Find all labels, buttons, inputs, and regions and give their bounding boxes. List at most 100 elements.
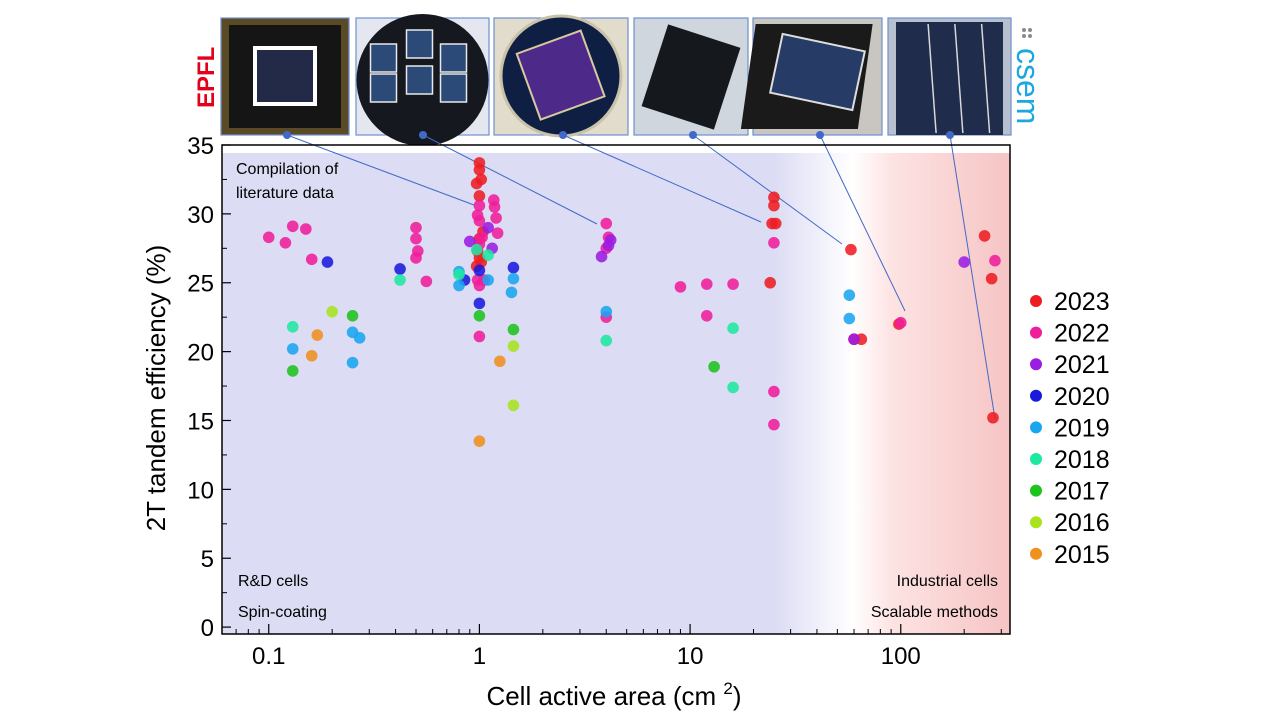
point-2023 [470,177,483,190]
point-2023 [978,230,991,242]
photo-mini-cell [405,29,434,59]
point-2022 [305,253,318,266]
point-2022 [300,223,312,235]
photo-mini-cell [439,73,468,103]
point-2022 [700,310,713,322]
point-2020 [321,256,334,268]
legend-label: 2015 [1054,541,1110,569]
compilation-note-line1: Compilation of [236,161,339,178]
point-2022 [279,237,292,249]
csem-logo: csem [1010,28,1046,124]
legend-label: 2018 [1054,446,1110,474]
industrial-cells-label: Industrial cells [897,573,998,590]
point-2015 [494,355,506,368]
point-2019 [600,305,613,318]
point-2021 [595,250,608,263]
callout-line [949,134,996,420]
callout-anchor [419,131,427,139]
legend-marker-2022 [1030,326,1042,339]
legend-marker-2016 [1030,516,1042,529]
photo-2 [355,14,490,146]
point-2022 [262,231,275,244]
photo-3 [493,14,629,138]
point-2022 [491,227,504,239]
point-2022 [600,217,613,230]
point-2023 [985,272,998,285]
point-2020 [507,261,520,274]
point-2022 [488,201,501,213]
photo-mini-cell [439,43,468,73]
point-2020 [473,264,486,277]
point-2015 [305,349,318,362]
point-2022 [410,232,422,245]
point-2018 [286,321,299,333]
point-2019 [353,332,366,344]
photo-1 [220,17,350,136]
point-2023 [473,163,486,176]
y-tick-label: 10 [187,477,214,504]
data-points [262,157,1001,447]
callout-line [286,134,475,206]
point-2019 [346,356,359,369]
point-2016 [507,399,520,412]
csem-logo-dot [1028,34,1032,38]
point-2023 [768,199,780,212]
point-2022 [674,281,687,293]
legend-label: 2019 [1054,414,1110,442]
photo-4 [633,17,749,136]
point-2015 [311,329,324,341]
legend-label: 2021 [1054,351,1110,379]
plot-frame [221,144,1011,635]
csem-logo-text: csem [1010,48,1046,124]
y-tick-label: 20 [187,340,214,367]
point-2022 [473,214,486,227]
x-tick-label: 100 [881,643,921,670]
csem-logo-dot [1022,34,1026,38]
point-2018 [394,274,406,286]
point-2018 [727,381,739,394]
point-2023 [473,190,486,202]
point-2022 [490,212,502,224]
rd-cells-label: R&D cells [238,573,308,590]
point-2022 [473,199,486,212]
y-tick-label: 25 [187,271,214,298]
region-shading [222,153,1010,634]
point-2023 [845,243,857,256]
point-2017 [286,365,299,377]
point-2021 [602,239,615,252]
legend-label: 2020 [1054,383,1110,411]
point-2023 [764,276,776,289]
callout-line [422,134,598,225]
photo-busbar [954,23,964,134]
x-axis-title-superscript: 2 [723,679,732,698]
y-axis-title: 2T tandem efficiency (%) [141,245,171,532]
point-2017 [346,310,359,322]
photo-callout-lines [283,131,996,420]
photo-mini-cell [369,43,398,73]
x-tick-label: 0.1 [252,643,285,670]
point-2017 [708,360,720,373]
photo-cell [641,24,741,130]
point-2018 [600,334,613,347]
y-tick-label: 15 [187,408,214,435]
point-2022 [420,275,433,288]
callout-anchor [689,131,697,139]
legend-label: 2017 [1054,478,1110,506]
photo-6 [887,17,1012,136]
epfl-logo: EPFL [193,47,220,108]
point-2022 [768,237,780,249]
point-2023 [769,217,782,230]
point-2019 [286,343,299,355]
point-2017 [507,323,520,336]
point-2022 [768,385,780,398]
point-2015 [473,435,486,447]
csem-logo-dot [1022,28,1026,32]
point-2018 [482,249,494,261]
point-2020 [394,263,406,275]
axes: 0 5 10 15 20 25 30 35 0.1 1 10 100 [187,133,1002,670]
point-2022 [727,278,739,290]
y-tick-label: 30 [187,202,214,229]
point-2022 [989,254,1001,267]
point-2019 [505,286,518,299]
